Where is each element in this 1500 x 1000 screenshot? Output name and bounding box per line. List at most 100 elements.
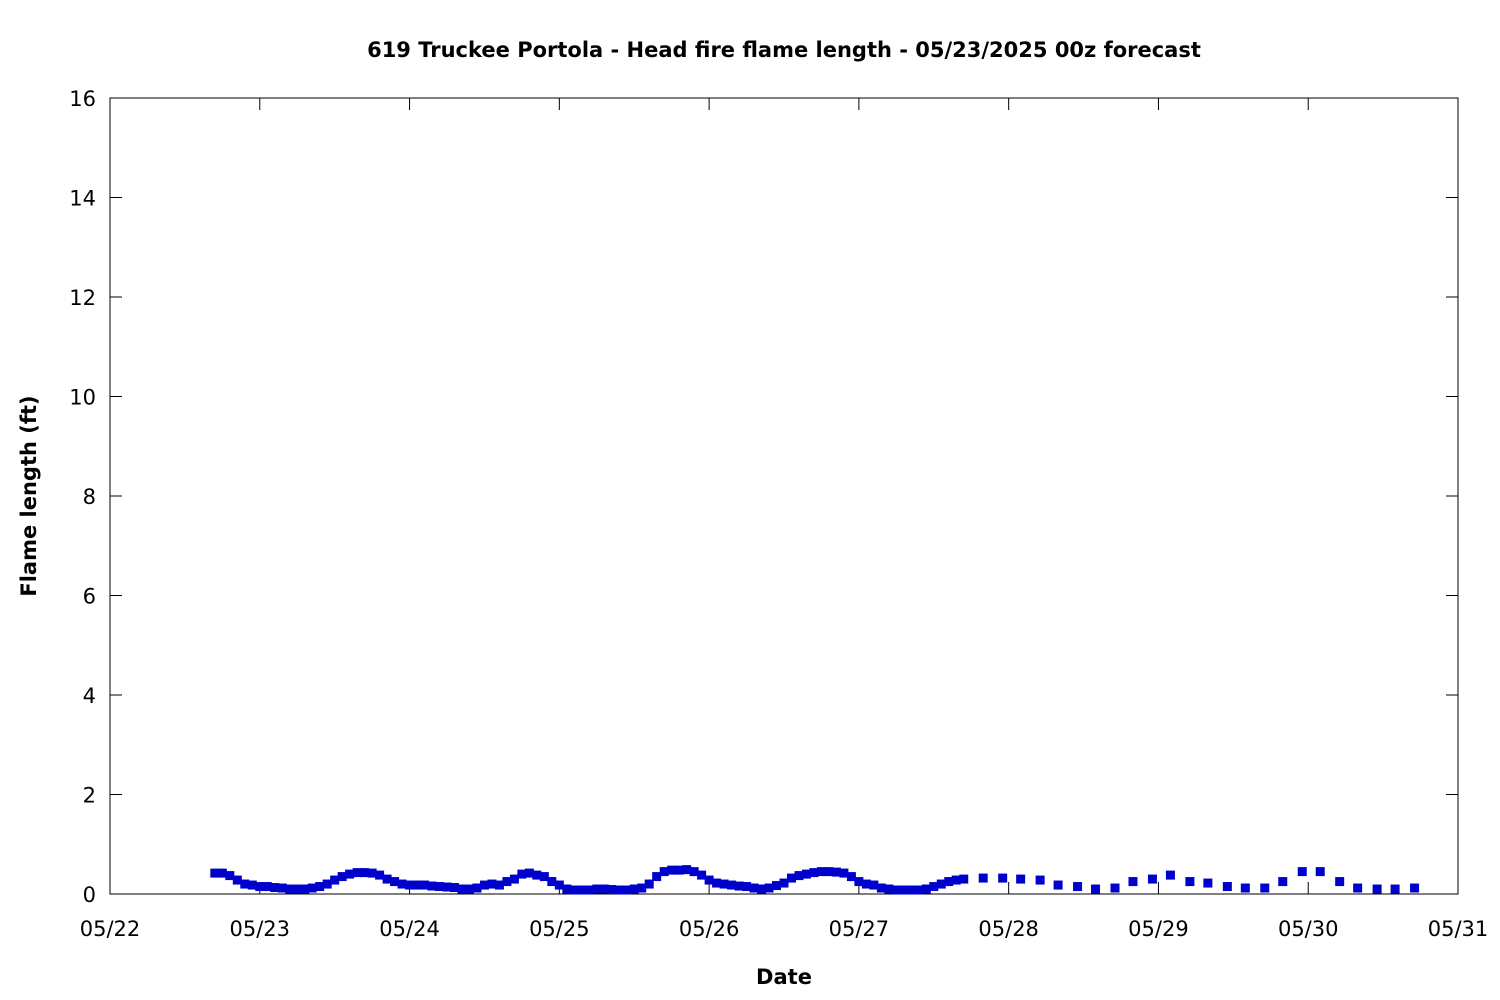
- data-point: [240, 879, 250, 889]
- y-tick-label: 0: [83, 883, 96, 907]
- data-point: [232, 875, 242, 885]
- data-point: [869, 880, 879, 890]
- data-point: [876, 883, 886, 893]
- data-point: [1016, 874, 1026, 884]
- data-point: [839, 868, 849, 878]
- x-tick-label: 05/22: [80, 917, 141, 941]
- data-point: [322, 879, 332, 889]
- data-point: [1390, 884, 1400, 894]
- y-tick-label: 2: [83, 784, 96, 808]
- data-point: [405, 880, 415, 890]
- data-point: [502, 877, 512, 887]
- data-point: [262, 882, 272, 892]
- x-tick-label: 05/31: [1428, 917, 1489, 941]
- x-tick-label: 05/28: [978, 917, 1039, 941]
- data-point: [292, 884, 302, 894]
- data-point: [412, 880, 422, 890]
- data-point: [801, 869, 811, 879]
- data-point: [854, 877, 864, 887]
- data-point: [225, 871, 235, 881]
- data-point: [959, 874, 969, 884]
- data-point: [1353, 883, 1363, 893]
- data-point: [884, 884, 894, 894]
- x-tick-label: 05/27: [829, 917, 890, 941]
- data-point: [547, 877, 557, 887]
- data-point: [337, 872, 347, 882]
- data-point: [929, 882, 939, 892]
- data-point: [1185, 877, 1195, 887]
- data-point: [652, 872, 662, 882]
- data-point: [1260, 883, 1270, 893]
- data-point: [1035, 875, 1045, 885]
- data-point: [622, 885, 632, 895]
- y-tick-label: 14: [69, 187, 96, 211]
- x-axis-label: Date: [756, 965, 812, 989]
- data-point: [906, 885, 916, 895]
- data-point: [375, 870, 385, 880]
- data-point: [1278, 877, 1288, 887]
- data-point: [270, 883, 280, 893]
- x-tick-label: 05/24: [379, 917, 440, 941]
- data-point: [607, 885, 617, 895]
- data-point: [330, 875, 340, 885]
- data-point: [1203, 878, 1213, 888]
- data-point: [1315, 867, 1325, 877]
- data-point: [307, 883, 317, 893]
- data-point: [772, 881, 782, 891]
- data-point: [998, 873, 1008, 883]
- data-point: [427, 881, 437, 891]
- data-point: [247, 880, 257, 890]
- data-point: [794, 871, 804, 881]
- data-point: [644, 879, 654, 889]
- data-point: [1165, 870, 1175, 880]
- data-point: [809, 868, 819, 878]
- data-point: [524, 868, 534, 878]
- data-point: [300, 884, 310, 894]
- data-points: [210, 865, 1420, 895]
- data-point: [449, 883, 459, 893]
- data-point: [210, 868, 220, 878]
- data-point: [285, 884, 295, 894]
- data-point: [689, 867, 699, 877]
- y-tick-label: 6: [83, 585, 96, 609]
- data-point: [494, 880, 504, 890]
- data-point: [936, 879, 946, 889]
- data-point: [360, 868, 370, 878]
- data-point: [345, 869, 355, 879]
- data-point: [217, 868, 227, 878]
- chart-title: 619 Truckee Portola - Head fire flame le…: [367, 38, 1201, 62]
- data-point: [667, 865, 677, 875]
- data-point: [712, 878, 722, 888]
- data-point: [749, 883, 759, 893]
- x-tick-label: 05/23: [230, 917, 291, 941]
- data-point: [921, 884, 931, 894]
- data-point: [1128, 877, 1138, 887]
- data-point: [554, 880, 564, 890]
- data-point: [1297, 867, 1307, 877]
- data-point: [951, 875, 961, 885]
- data-point: [487, 879, 497, 889]
- data-point: [779, 878, 789, 888]
- data-point: [577, 885, 587, 895]
- data-point: [420, 880, 430, 890]
- data-point: [674, 865, 684, 875]
- data-point: [435, 882, 445, 892]
- data-point: [442, 882, 452, 892]
- x-tick-label: 05/29: [1128, 917, 1189, 941]
- data-point: [1147, 874, 1157, 884]
- data-point: [891, 885, 901, 895]
- data-point: [479, 880, 489, 890]
- data-point: [742, 882, 752, 892]
- data-point: [637, 883, 647, 893]
- data-point: [532, 870, 542, 880]
- data-point: [846, 872, 856, 882]
- data-point: [1110, 883, 1120, 893]
- y-axis-label: Flame length (ft): [17, 395, 41, 596]
- data-point: [1091, 884, 1101, 894]
- y-tick-label: 16: [69, 87, 96, 111]
- data-point: [1073, 882, 1083, 892]
- data-point: [509, 874, 519, 884]
- data-point: [352, 868, 362, 878]
- x-tick-label: 05/26: [679, 917, 740, 941]
- data-point: [397, 879, 407, 889]
